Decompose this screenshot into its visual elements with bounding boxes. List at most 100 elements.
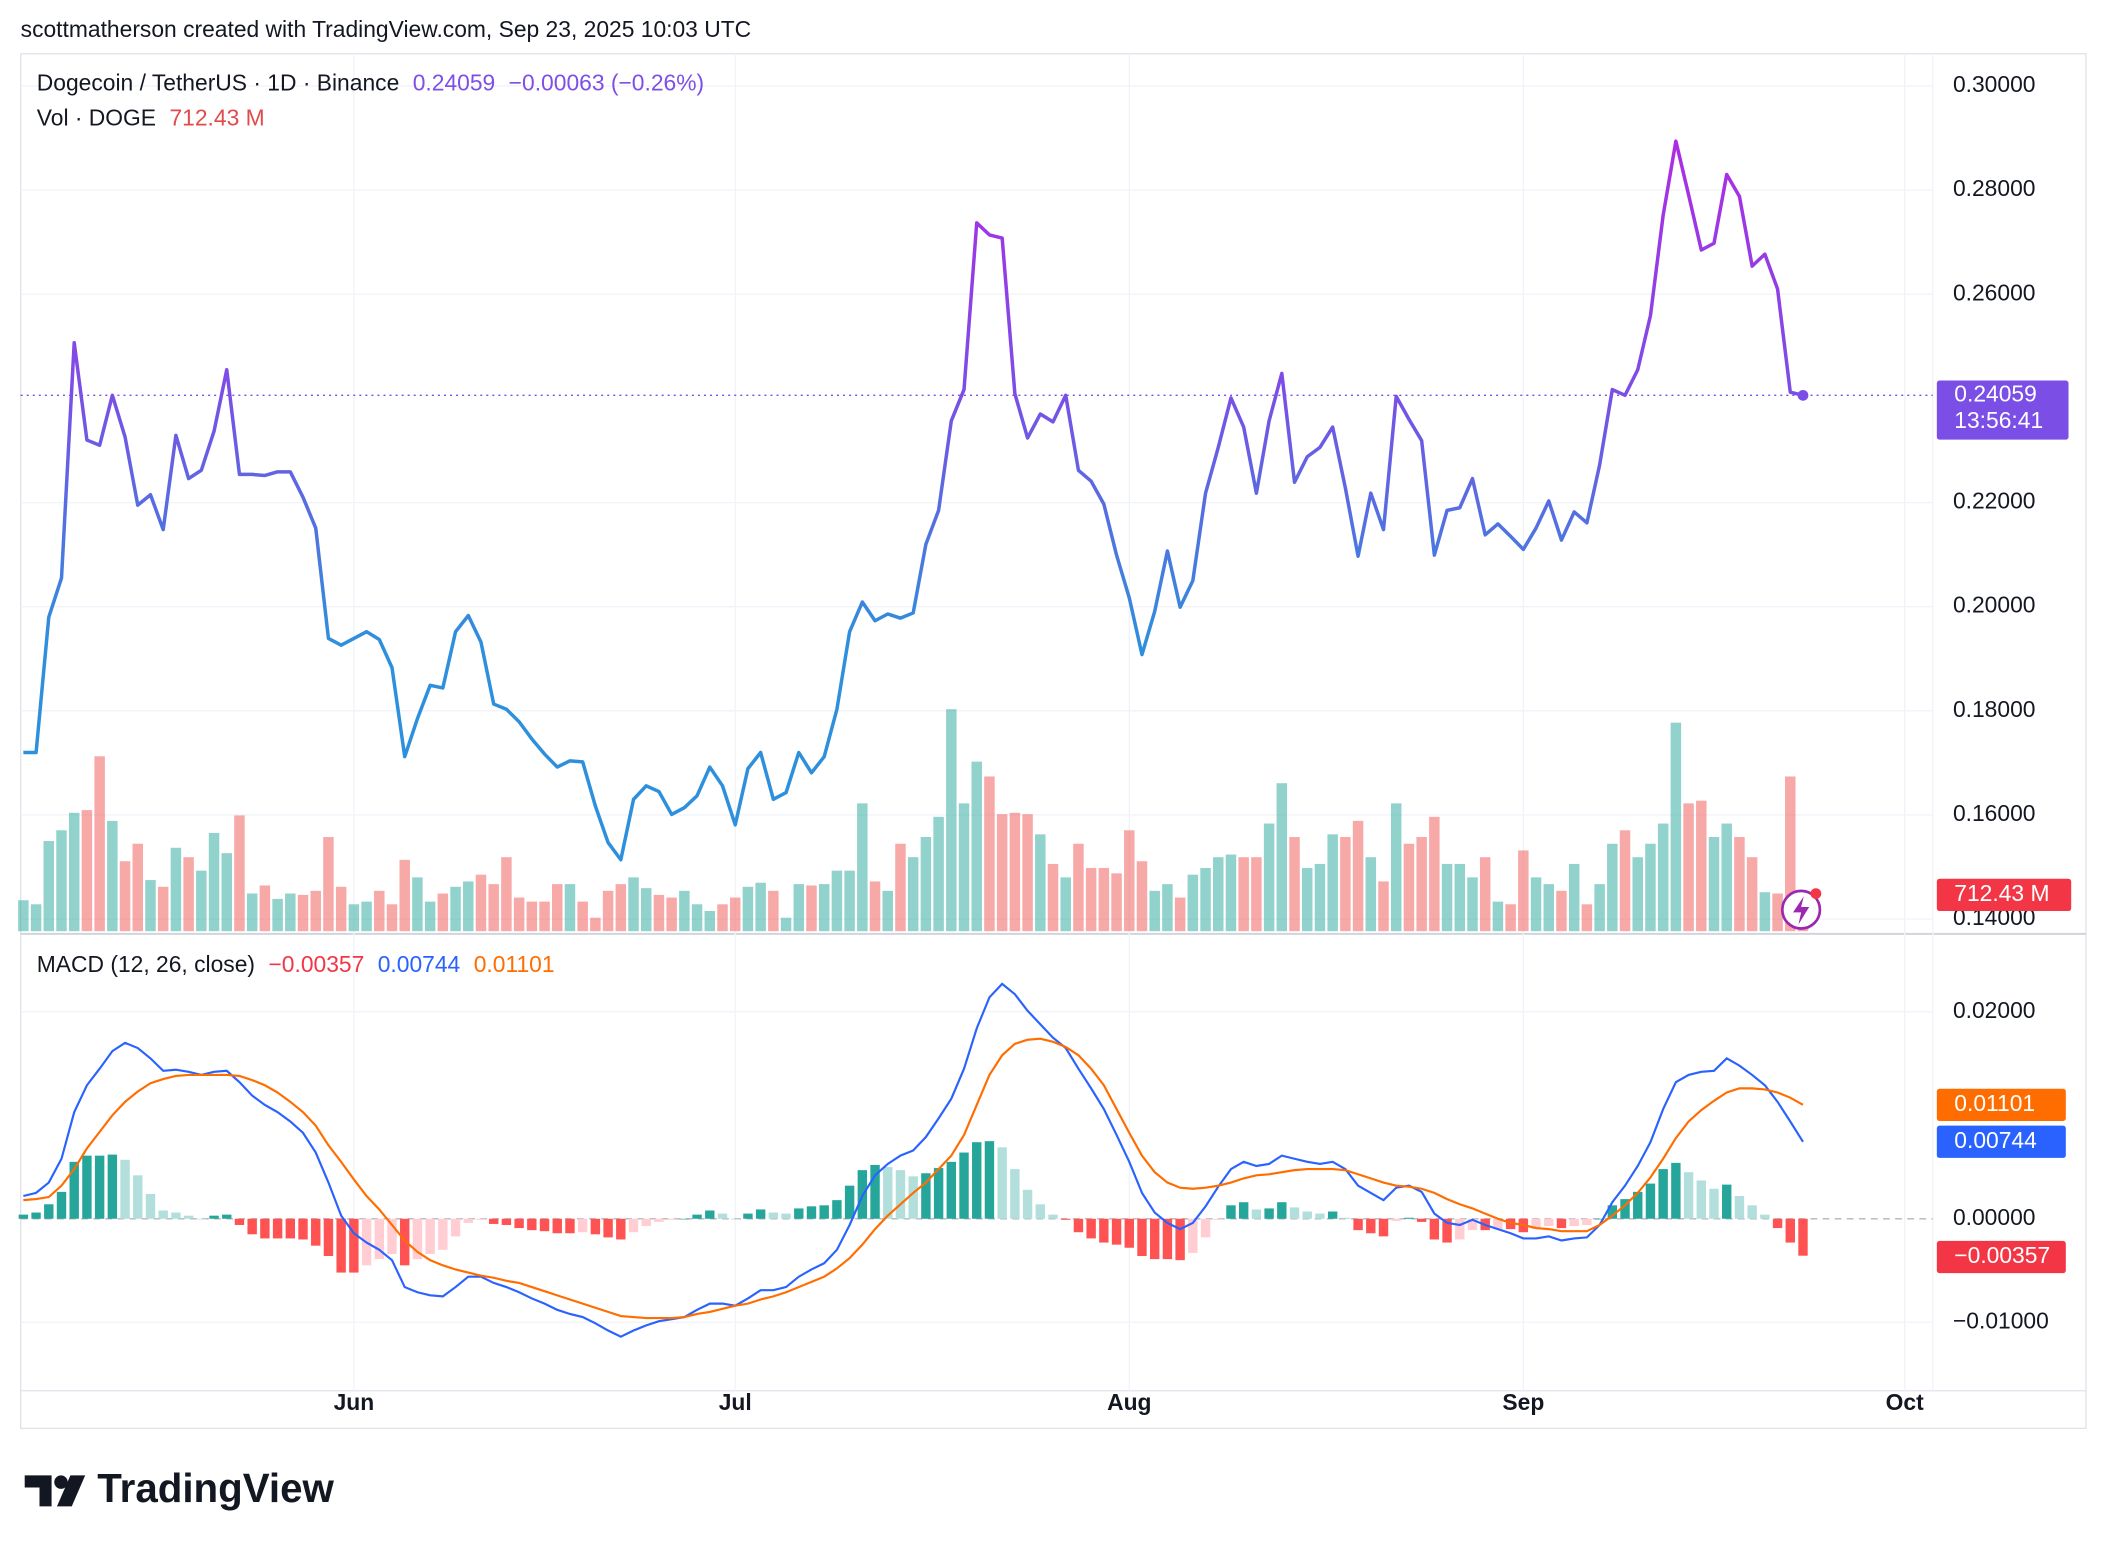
histogram-bar	[247, 1218, 257, 1235]
logo: TradingView	[24, 1466, 335, 1511]
volume-bar	[1238, 857, 1249, 932]
macd-legend: MACD (12, 26, close) −0.00357 0.00744 0.011…	[37, 951, 555, 977]
y-tick-label: 0.16000	[1953, 800, 2036, 826]
volume-bar	[793, 884, 805, 932]
histogram-bar	[1493, 1218, 1503, 1230]
histogram-bar	[921, 1173, 931, 1219]
logo-mark-v	[56, 1475, 86, 1507]
volume-bar	[907, 857, 919, 932]
volume-bar	[1467, 877, 1478, 932]
volume-bar	[1174, 897, 1186, 932]
volume-bar	[170, 847, 182, 932]
histogram-bar	[908, 1176, 918, 1219]
icon-dot	[1810, 888, 1822, 899]
histogram-bar	[1149, 1218, 1160, 1260]
volume-bar	[666, 897, 677, 932]
logo-text: TradingView	[97, 1466, 334, 1511]
histogram-bar	[196, 1218, 207, 1220]
histogram-bar	[565, 1218, 575, 1234]
volume-bar	[1607, 843, 1618, 932]
volume-bar	[1594, 884, 1605, 932]
histogram-bar	[1442, 1218, 1452, 1243]
histogram-bar	[1645, 1183, 1656, 1219]
volume-bar	[1200, 867, 1211, 932]
histogram-bar	[1022, 1189, 1033, 1219]
x-tick-label: Jul	[719, 1389, 752, 1415]
y-tick-label: 0.22000	[1953, 488, 2036, 514]
histogram-bar	[539, 1218, 550, 1232]
volume-bar	[1568, 863, 1580, 932]
volume-bar	[729, 897, 741, 932]
histogram-bar	[1048, 1214, 1058, 1219]
histogram-bar	[158, 1210, 168, 1219]
volume-bar	[806, 885, 817, 932]
volume-bar	[1073, 843, 1084, 932]
volume-bar	[679, 890, 690, 932]
price-legend: Dogecoin / TetherUS · 1D · Binance 0.2405…	[37, 70, 704, 96]
volume-title: Vol · DOGE	[37, 105, 156, 131]
histogram-bar	[1353, 1218, 1363, 1231]
histogram-bar	[1760, 1214, 1770, 1219]
volume-bar	[1759, 892, 1771, 932]
histogram-bar	[1747, 1205, 1757, 1219]
histogram-bar	[1722, 1184, 1732, 1219]
volume-bar	[1454, 863, 1466, 932]
volume-bar	[1047, 863, 1059, 932]
volume-bar	[755, 882, 766, 932]
volume-bar	[208, 832, 220, 932]
volume-bar	[335, 886, 347, 932]
volume-bar	[348, 904, 360, 932]
histogram-bar	[1582, 1218, 1592, 1225]
volume-bar	[1403, 843, 1415, 932]
histogram-bar	[895, 1170, 906, 1219]
macd-tag	[1936, 1125, 2066, 1158]
histogram-bar	[501, 1218, 512, 1225]
histogram-bar	[1404, 1217, 1414, 1219]
histogram-bar	[1594, 1218, 1605, 1220]
histogram-bar	[120, 1159, 130, 1219]
signal-line	[23, 1037, 1804, 1320]
volume-bar	[1645, 843, 1656, 932]
histogram-bar	[450, 1218, 461, 1237]
volume-bar	[18, 900, 29, 932]
histogram-bar	[94, 1155, 105, 1219]
volume-bar	[424, 901, 436, 932]
histogram-bar	[1620, 1199, 1630, 1219]
volume-bar	[1289, 837, 1300, 932]
histogram-bar	[82, 1155, 92, 1219]
volume-bar	[1441, 863, 1453, 932]
y-tick-label: 0.02000	[1953, 997, 2036, 1023]
volume-bar	[1530, 877, 1542, 932]
price-tag-value: 0.24059	[1954, 380, 2037, 406]
volume-bar	[1136, 861, 1148, 932]
volume-bar	[30, 904, 42, 932]
volume-bar	[310, 890, 321, 932]
histogram-bar	[641, 1218, 651, 1227]
volume-bar	[107, 820, 118, 932]
histogram-bar	[654, 1218, 664, 1222]
icon-bolt	[1793, 896, 1810, 925]
histogram-bar	[1061, 1218, 1071, 1220]
histogram-bar	[311, 1218, 321, 1246]
histogram-bar	[832, 1200, 842, 1219]
x-tick-label: Sep	[1502, 1389, 1544, 1415]
volume-bar	[844, 870, 855, 932]
macd-title: MACD (12, 26, close)	[37, 951, 255, 977]
volume-bar	[501, 857, 512, 932]
volume-bar	[768, 890, 779, 932]
histogram-bar	[933, 1168, 944, 1219]
volume-bar	[1772, 893, 1783, 932]
histogram-bar	[1772, 1218, 1783, 1229]
histogram-bar	[272, 1218, 283, 1239]
histogram-bar	[463, 1218, 473, 1223]
histogram-bar	[1378, 1218, 1389, 1237]
volume-bar	[1696, 800, 1707, 932]
volume-bar	[437, 893, 449, 932]
histogram-bar	[1277, 1202, 1287, 1219]
histogram-bar	[107, 1154, 118, 1219]
volume-bar	[869, 881, 881, 932]
histogram-bar	[1238, 1202, 1249, 1219]
volume-bar	[450, 886, 461, 932]
histogram-bar	[946, 1161, 957, 1219]
volume-bar	[526, 901, 538, 932]
